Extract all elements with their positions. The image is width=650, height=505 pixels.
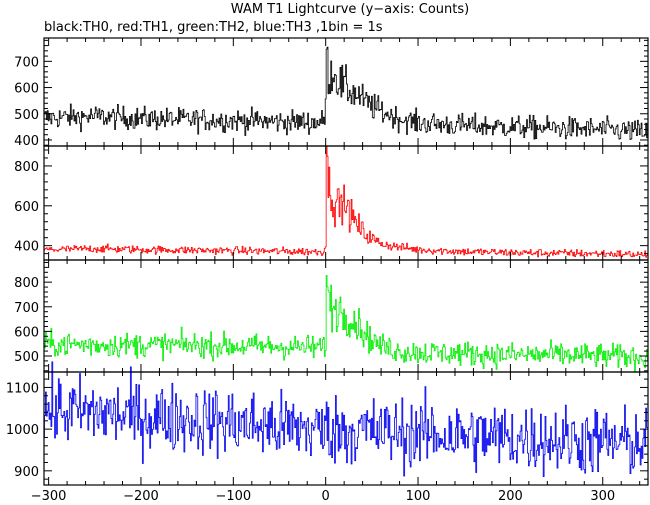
x-tick-label: 200 bbox=[498, 489, 523, 504]
x-tick-label: 0 bbox=[322, 489, 330, 504]
x-tick-label: −100 bbox=[215, 489, 251, 504]
y-tick-label: 900 bbox=[14, 465, 39, 480]
panel-frame bbox=[43, 37, 649, 147]
y-tick-label: 600 bbox=[14, 82, 39, 97]
panel-frame bbox=[43, 145, 649, 261]
series-line-th3 bbox=[44, 361, 648, 478]
y-tick-label: 1100 bbox=[6, 381, 39, 396]
panel-frame bbox=[43, 259, 649, 373]
y-tick-label: 400 bbox=[14, 134, 39, 149]
panel-th0: 400 500 600 700 bbox=[14, 37, 649, 149]
y-tick-label: 800 bbox=[14, 160, 39, 175]
y-tick-label: 500 bbox=[14, 108, 39, 123]
series-line-th0 bbox=[44, 46, 648, 140]
x-tick-label: −300 bbox=[31, 489, 67, 504]
x-tick-label: 100 bbox=[406, 489, 431, 504]
panel-th1: 400 600 800 bbox=[14, 145, 649, 261]
y-tick-label: 600 bbox=[14, 325, 39, 340]
panel-th3: 900 1000 1100 bbox=[6, 361, 649, 486]
panel-frame bbox=[43, 371, 649, 486]
y-tick-label: 400 bbox=[14, 240, 39, 255]
chart-title: WAM T1 Lightcurve (y−axis: Counts) bbox=[231, 2, 469, 17]
y-tick-label: 700 bbox=[14, 55, 39, 70]
chart-subtitle: black:TH0, red:TH1, green:TH2, blue:TH3 … bbox=[44, 20, 383, 35]
series-line-th1 bbox=[44, 145, 648, 258]
y-tick-label: 500 bbox=[14, 350, 39, 365]
panel-th2: 500 600 700 800 bbox=[14, 259, 649, 373]
y-tick-label: 600 bbox=[14, 200, 39, 215]
x-tick-label: 300 bbox=[590, 489, 615, 504]
y-tick-label: 1000 bbox=[6, 423, 39, 438]
series-line-th2 bbox=[44, 275, 648, 373]
y-tick-label: 700 bbox=[14, 301, 39, 316]
x-tick-label: −200 bbox=[123, 489, 159, 504]
y-tick-label: 800 bbox=[14, 276, 39, 291]
panels: 4005006007004006008005006007008009001000… bbox=[6, 37, 649, 504]
